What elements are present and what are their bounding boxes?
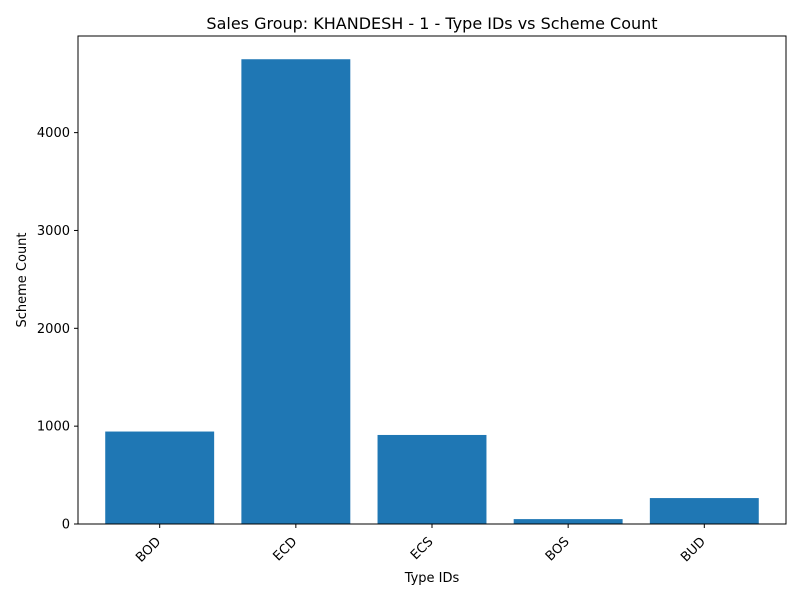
plot-frame [77,35,787,525]
x-tick-label: BUD [678,534,709,565]
y-axis: 0 1000 2000 3000 4000 [37,126,78,533]
x-tick-label: BOS [543,534,573,564]
bar-ecs [377,434,487,524]
y-tick-label: 4000 [37,126,70,141]
y-tick-label: 0 [62,518,70,533]
bar-bos [513,519,623,524]
x-axis: BOD ECD ECS BOS BUD [133,524,709,566]
y-tick-label: 2000 [37,322,70,337]
y-tick-label: 1000 [37,420,70,435]
chart-title: Sales Group: KHANDESH - 1 - Type IDs vs … [206,14,657,33]
bar-bod [105,431,215,524]
x-tick-label: BOD [133,534,164,565]
x-tick-label: ECS [408,534,437,563]
bar-ecd [241,59,351,524]
bar-bud [649,498,759,524]
y-tick-label: 3000 [37,224,70,239]
x-tick-label: ECD [271,534,301,564]
x-axis-label: Type IDs [404,571,460,586]
y-axis-label: Scheme Count [15,232,30,327]
bars-group [105,59,759,524]
